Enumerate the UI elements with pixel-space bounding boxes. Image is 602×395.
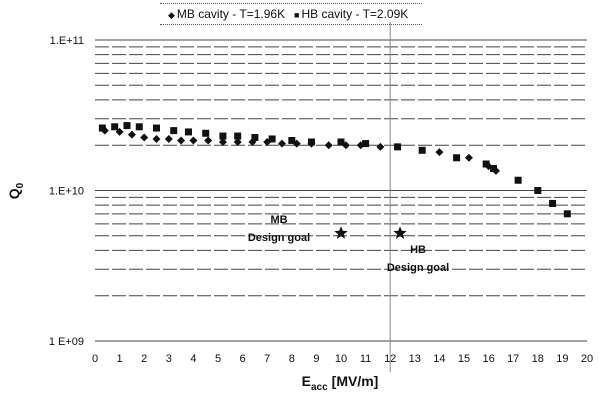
design-goals: MB Design goal HB Design goal xyxy=(248,214,449,274)
x-axis-title-sub: acc xyxy=(311,382,328,393)
hb-data-point xyxy=(490,165,498,173)
hb-data-point xyxy=(563,210,571,218)
legend-label-mb: MB cavity - T=1.96K xyxy=(176,7,286,21)
mb-data-point xyxy=(152,134,161,143)
design-goal-label-line2: Design goal xyxy=(248,232,310,244)
mb-data-point xyxy=(140,133,149,142)
hb-data-point xyxy=(482,160,490,168)
legend: ◆ MB cavity - T=1.96K ■ HB cavity - T=2.09… xyxy=(160,3,422,25)
y-axis-title-main: Q xyxy=(6,188,22,199)
square-icon: ■ xyxy=(294,10,300,20)
hb-data-point xyxy=(418,146,426,154)
hb-data-point xyxy=(98,124,106,132)
x-tick-label: 3 xyxy=(166,353,172,365)
x-tick-label: 2 xyxy=(141,353,147,365)
mb-data-point xyxy=(204,136,213,145)
x-tick-label: 6 xyxy=(240,353,246,365)
hb-data-point xyxy=(135,123,143,131)
y-tick-label: 1 E+09 xyxy=(49,336,84,348)
diamond-icon: ◆ xyxy=(168,10,175,20)
mb-data-point xyxy=(127,130,136,139)
x-tick-label: 0 xyxy=(92,353,98,365)
hb-data-point xyxy=(268,135,276,143)
hb-data-point xyxy=(337,138,345,146)
mb-data-point xyxy=(164,134,173,143)
x-tick-label: 11 xyxy=(360,353,371,365)
grid xyxy=(95,39,587,342)
design-goal-label-line2: Design goal xyxy=(387,262,449,274)
legend-item-hb: ■ HB cavity - T=2.09K xyxy=(294,7,408,21)
x-tick-label: 13 xyxy=(409,353,421,365)
x-tick-label: 14 xyxy=(433,353,445,365)
x-tick-label: 15 xyxy=(458,353,470,365)
y-tick-label: 1.E+10 xyxy=(49,186,84,198)
hb-data-point xyxy=(362,140,370,148)
x-tick-label: 4 xyxy=(190,353,196,365)
hb-data-point xyxy=(307,138,315,146)
hb-data-point xyxy=(234,132,242,140)
mb-data-point xyxy=(177,136,186,145)
hb-data-point xyxy=(549,199,557,207)
hb-data-point xyxy=(219,132,227,140)
hb-data-point xyxy=(514,176,522,184)
data-points xyxy=(98,122,571,218)
hb-data-point xyxy=(123,122,131,130)
hb-data-point xyxy=(394,143,402,151)
x-tick-label: 8 xyxy=(289,353,295,365)
x-tick-label: 5 xyxy=(215,353,221,365)
hb-data-point xyxy=(251,133,259,141)
x-tick-label: 10 xyxy=(335,353,347,365)
y-tick-labels: 1.E+11 1.E+10 1 E+09 xyxy=(49,35,84,348)
x-tick-label: 7 xyxy=(264,353,270,365)
design-goal-label-line1: HB xyxy=(410,244,426,256)
y-axis-title-sub: 0 xyxy=(15,182,26,188)
hb-data-point xyxy=(170,127,178,135)
design-goal-label-line1: MB xyxy=(270,214,287,226)
mb-data-point xyxy=(277,139,286,148)
x-tick-label: 18 xyxy=(532,353,544,365)
x-tick-label: 17 xyxy=(507,353,519,365)
y-tick-label: 1.E+11 xyxy=(50,35,84,47)
x-axis-title: Eacc [MV/m] xyxy=(302,373,379,393)
mb-data-point xyxy=(464,153,473,162)
design-goal-star-icon xyxy=(334,226,348,239)
mb-data-point xyxy=(189,136,198,145)
hb-data-point xyxy=(534,187,542,194)
mb-data-point xyxy=(233,138,242,147)
y-axis-title: Q0 xyxy=(6,182,26,199)
x-tick-label: 9 xyxy=(313,353,319,365)
legend-label-hb: HB cavity - T=2.09K xyxy=(301,7,409,21)
x-tick-label: 16 xyxy=(482,353,494,365)
x-tick-label: 19 xyxy=(556,353,568,365)
hb-data-point xyxy=(184,128,192,136)
x-axis-title-unit: [MV/m] xyxy=(332,373,379,389)
mb-data-point xyxy=(376,142,385,151)
hb-data-point xyxy=(453,154,461,162)
legend-item-mb: ◆ MB cavity - T=1.96K xyxy=(168,7,285,21)
hb-data-point xyxy=(202,129,210,137)
mb-data-point xyxy=(324,141,333,150)
design-goal-star-icon xyxy=(393,226,407,239)
x-axis-title-main: E xyxy=(302,373,311,389)
mb-data-point xyxy=(435,148,444,157)
hb-data-point xyxy=(288,136,296,144)
hb-data-point xyxy=(153,124,160,132)
x-tick-label: 1 xyxy=(117,353,123,365)
mb-data-point xyxy=(218,138,227,147)
x-tick-label: 12 xyxy=(384,353,396,365)
x-tick-labels: 0 1 2 3 4 5 6 7 8 9 10 11 12 13 14 15 16 17 18 19 20 xyxy=(92,353,593,365)
x-tick-label: 20 xyxy=(581,353,593,365)
hb-data-point xyxy=(111,123,119,131)
